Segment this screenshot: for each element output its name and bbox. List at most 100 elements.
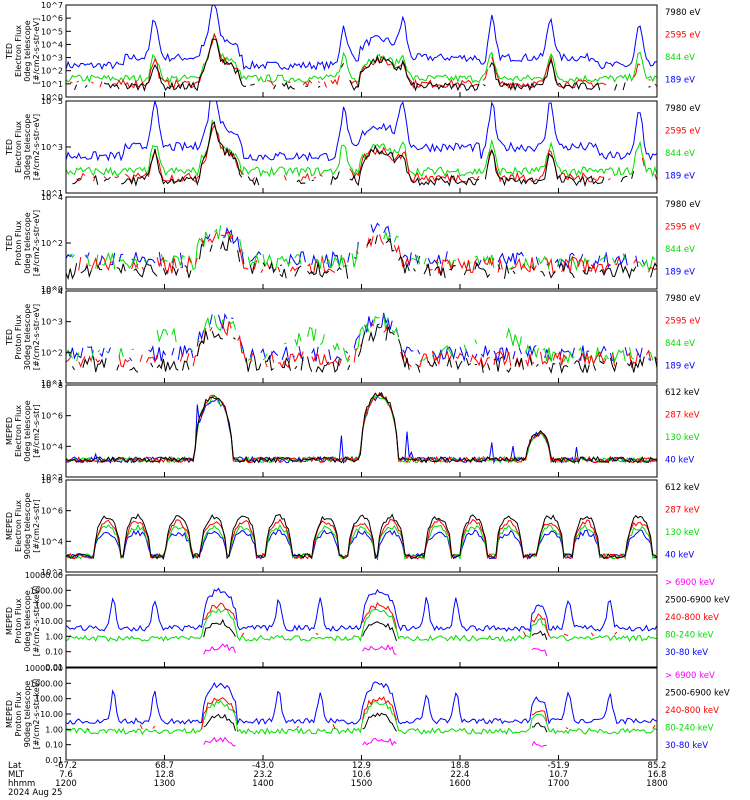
y-tick-label: 10^3 xyxy=(41,318,63,327)
series-7-5 xyxy=(65,587,658,633)
legend-entry: 7980 eV xyxy=(665,294,701,304)
y-tick-label: 10^4 xyxy=(41,442,63,451)
y-axis-label-line: TED xyxy=(5,329,14,346)
y-axis-label-line: Electron Flux xyxy=(14,121,23,173)
y-axis-label-line: [#/cm2-s-str-eV] xyxy=(32,18,41,84)
y-tick-label: 10^4 xyxy=(41,193,63,202)
legend-entry: 2595 eV xyxy=(665,317,701,327)
series-5-1 xyxy=(65,391,658,464)
x-axis-labels: Lat -67.2 68.7 -43.0 12.9 18.8 -51.9 85.2 MLT 7.6… xyxy=(8,761,668,798)
legend-entry: 189 eV xyxy=(665,268,695,278)
series-3-4 xyxy=(66,223,653,267)
y-axis-label-line: Electron Flux xyxy=(14,25,23,77)
x-tick-label: 1700 xyxy=(548,779,570,789)
legend-entry: 287 keV xyxy=(665,506,700,516)
series-1-4 xyxy=(65,4,658,71)
legend-entry: 2500-6900 keV xyxy=(665,689,730,699)
y-tick-label: 0.01 xyxy=(45,756,63,765)
y-axis-label-line: MEPED xyxy=(5,700,14,728)
series-7-1 xyxy=(203,643,548,657)
y-axis-label-line: 0deg telescope xyxy=(23,20,32,81)
y-axis-label-line: TED xyxy=(5,235,14,252)
y-tick-label: 10^0 xyxy=(41,93,63,102)
legend-entry: 2595 eV xyxy=(665,223,701,233)
x-tick-label: 12.9 xyxy=(352,761,371,771)
y-axis-label-line: TED xyxy=(5,43,14,60)
y-axis-label-line: 0deg telescope xyxy=(23,212,32,273)
y-axis-label-line: 0deg telescope xyxy=(23,400,32,461)
series-2-3 xyxy=(65,119,658,178)
series-8-2 xyxy=(203,712,548,733)
y-axis-label-line: 90deg telescope xyxy=(23,681,32,748)
y-tick-label: 10^7 xyxy=(41,1,63,10)
legend-entry: 130 keV xyxy=(665,528,700,538)
x-tick-label: 22.4 xyxy=(451,770,470,780)
y-tick-label: 10^6 xyxy=(41,412,63,421)
y-tick-label: 0.01 xyxy=(45,663,63,672)
panel-8: 0.01 0.10 1.00 10.00 100.00 1000.00 10000.00 ME… xyxy=(5,664,730,765)
y-tick-label: 10^1 xyxy=(41,379,63,388)
y-axis-label: MEPEDProton Flux0deg telescope[#/cm2-s-s… xyxy=(5,586,41,657)
x-tick-label: 7.6 xyxy=(59,770,73,780)
x-row-label: hhmm xyxy=(8,779,35,789)
y-tick-label: 10^3 xyxy=(41,143,63,152)
x-tick-label: 10.7 xyxy=(549,770,568,780)
series-8-4 xyxy=(65,700,658,736)
legend-entry: 844 eV xyxy=(665,53,695,63)
y-axis-label: TEDElectron Flux30deg telescope[#/cm2-s-… xyxy=(5,114,41,181)
legend-entry: 612 keV xyxy=(665,388,700,398)
legend-entry: 2595 eV xyxy=(665,31,701,41)
y-tick-label: 10^2 xyxy=(41,568,63,577)
series-6-1 xyxy=(65,513,658,560)
y-tick-label: 10^2 xyxy=(41,348,63,357)
x-tick-label: 1400 xyxy=(252,779,274,789)
legend-entry: 40 keV xyxy=(665,456,694,466)
y-tick-label: 10.00 xyxy=(40,710,63,719)
x-tick-label: 16.8 xyxy=(648,770,667,780)
panel-frame xyxy=(65,196,658,290)
y-tick-label: 10^0 xyxy=(41,285,63,294)
y-axis-label-line: Electron Flux xyxy=(14,405,23,457)
y-axis-label-line: [#/cm2-s-str] xyxy=(32,404,41,457)
legend-entry: 287 keV xyxy=(665,411,700,421)
legend-entry: 844 eV xyxy=(665,339,695,349)
legend-entry: 189 eV xyxy=(665,172,695,182)
legend-entry: 240-800 keV xyxy=(665,706,719,716)
y-axis-label: TEDProton Flux0deg telescope[#/cm2-s-str… xyxy=(5,210,41,276)
y-axis-label: TEDProton Flux30deg telescope[#/cm2-s-st… xyxy=(5,304,41,371)
y-tick-label: 100.00 xyxy=(35,602,63,611)
y-tick-label: 10^4 xyxy=(41,287,63,296)
y-tick-label: 1.00 xyxy=(45,725,63,734)
y-tick-label: 0.10 xyxy=(45,741,63,750)
y-tick-label: 10^1 xyxy=(41,189,63,198)
y-tick-label: 10^2 xyxy=(41,239,63,248)
y-tick-label: 10000.00 xyxy=(25,664,63,673)
y-tick-label: 1000.00 xyxy=(30,586,63,595)
legend-entry: 189 eV xyxy=(665,362,695,372)
y-tick-label: 1.00 xyxy=(45,632,63,641)
x-tick-label: -51.9 xyxy=(548,761,570,771)
legend-entry: 80-240 keV xyxy=(665,631,714,641)
legend-entry: 40 keV xyxy=(665,551,694,561)
y-axis-label: TEDElectron Flux0deg telescope[#/cm2-s-s… xyxy=(5,18,41,84)
panel-5: 10^2 10^4 10^6 10^8 MEPEDElectron Flux0deg t… xyxy=(5,381,700,482)
legend-entry: 240-800 keV xyxy=(665,613,719,623)
y-tick-label: 10^6 xyxy=(41,507,63,516)
series-6-2 xyxy=(65,518,658,560)
y-axis-label-line: [#/cm2-s-str-keV] xyxy=(32,679,41,750)
x-tick-label: 12.8 xyxy=(155,770,174,780)
y-axis-label: MEPEDElectron Flux90deg telescope[#/cm2-… xyxy=(5,493,41,560)
series-8-5 xyxy=(65,681,658,726)
y-axis-label-line: [#/cm2-s-str-eV] xyxy=(32,210,41,276)
y-tick-label: 10^6 xyxy=(41,14,63,23)
y-axis-label-line: [#/cm2-s-str] xyxy=(32,499,41,552)
panel-frame xyxy=(65,384,658,478)
y-tick-label: 0.10 xyxy=(45,648,63,657)
y-axis-label-line: MEPED xyxy=(5,512,14,540)
series-5-3 xyxy=(65,395,658,464)
y-tick-label: 10^2 xyxy=(41,473,63,482)
legend-entry: 30-80 keV xyxy=(665,648,708,658)
